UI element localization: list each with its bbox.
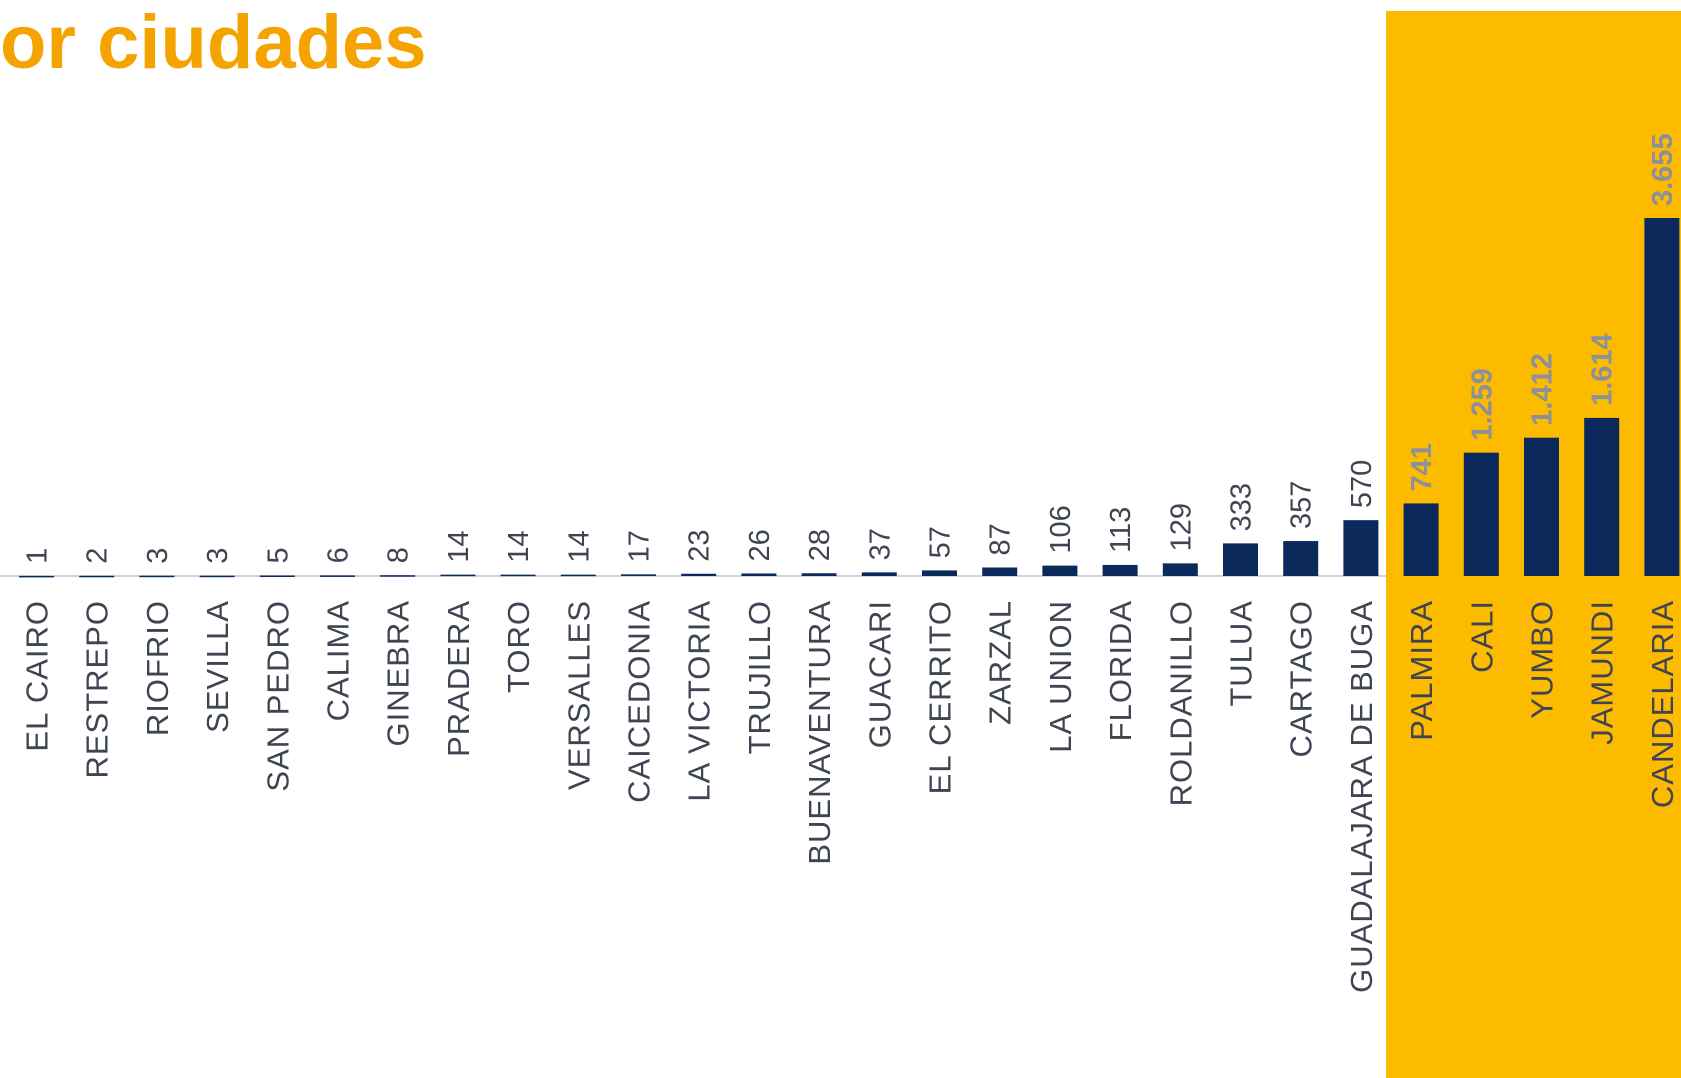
bar bbox=[621, 574, 656, 576]
bar bbox=[1162, 563, 1198, 576]
x-tick-label: SAN PEDRO bbox=[260, 600, 295, 792]
value-label: 3 bbox=[142, 548, 174, 564]
value-label: 87 bbox=[985, 523, 1017, 555]
value-label: 1.614 bbox=[1587, 333, 1619, 406]
value-label: 5 bbox=[262, 547, 294, 563]
bar bbox=[259, 575, 295, 578]
x-tick-label: CARTAGO bbox=[1284, 600, 1319, 757]
value-label: 14 bbox=[503, 530, 535, 562]
value-label: 3.655 bbox=[1647, 133, 1679, 206]
bar bbox=[560, 574, 596, 577]
x-tick-label: VERSALLES bbox=[561, 600, 596, 790]
x-tick-label: ROLDANILLO bbox=[1163, 600, 1198, 806]
x-tick-label: SEVILLA bbox=[200, 600, 235, 733]
x-tick-label: RIOFRIO bbox=[140, 600, 175, 736]
x-tick-label: TORO bbox=[501, 600, 536, 693]
value-label: 6 bbox=[323, 547, 355, 563]
value-label: 37 bbox=[864, 528, 896, 560]
bar bbox=[1283, 541, 1319, 576]
x-tick-label: YUMBO bbox=[1525, 600, 1560, 719]
value-label: 23 bbox=[684, 529, 716, 561]
value-label: 106 bbox=[1045, 505, 1077, 553]
x-tick-label: GUACARI bbox=[862, 600, 897, 748]
value-label: 28 bbox=[804, 529, 836, 561]
x-tick-label: TULUA bbox=[1224, 600, 1259, 707]
x-tick-label: PALMIRA bbox=[1404, 600, 1439, 741]
value-label: 14 bbox=[443, 530, 475, 562]
x-tick-label: LA UNION bbox=[1043, 600, 1078, 753]
x-tick-label: TRUJILLO bbox=[742, 600, 777, 754]
bar bbox=[982, 567, 1018, 576]
value-label: 1.412 bbox=[1527, 353, 1559, 426]
bar bbox=[801, 573, 837, 576]
x-tick-label: JAMUNDI bbox=[1585, 600, 1620, 745]
bar bbox=[440, 574, 476, 577]
x-tick-label: PRADERA bbox=[441, 600, 476, 757]
bar bbox=[1403, 503, 1439, 576]
bar bbox=[79, 575, 115, 578]
bar bbox=[922, 570, 957, 576]
x-tick-label: GUADALAJARA DE BUGA bbox=[1344, 600, 1379, 993]
x-tick-label: ZARZAL bbox=[983, 600, 1018, 725]
bar bbox=[681, 573, 717, 576]
bar bbox=[1524, 437, 1559, 576]
bar bbox=[1584, 417, 1620, 576]
bar bbox=[1343, 520, 1379, 576]
value-label: 17 bbox=[624, 530, 656, 562]
bar bbox=[861, 572, 897, 576]
bar bbox=[500, 574, 536, 577]
x-tick-label: RESTREPO bbox=[80, 600, 115, 779]
bar bbox=[139, 575, 175, 578]
bar bbox=[1644, 218, 1680, 576]
value-label: 26 bbox=[744, 529, 776, 561]
value-label: 333 bbox=[1226, 483, 1258, 531]
x-tick-label: BUENAVENTURA bbox=[802, 600, 837, 865]
chart-title: or ciudades bbox=[0, 0, 427, 85]
x-tick-label: LA VICTORIA bbox=[682, 600, 717, 802]
value-label: 2 bbox=[82, 548, 114, 564]
value-label: 3 bbox=[202, 548, 234, 564]
bar bbox=[19, 575, 54, 578]
bar bbox=[1102, 564, 1138, 576]
value-label: 57 bbox=[925, 526, 957, 558]
x-tick-label: CALIMA bbox=[321, 600, 356, 721]
value-label: 1.259 bbox=[1466, 368, 1498, 441]
x-tick-label: CAICEDONIA bbox=[622, 600, 657, 803]
x-tick-label: EL CAIRO bbox=[20, 600, 55, 752]
bar bbox=[199, 575, 235, 578]
x-tick-label: CALI bbox=[1464, 600, 1499, 673]
bar bbox=[741, 573, 777, 576]
x-tick-label: GINEBRA bbox=[381, 600, 416, 747]
value-label: 113 bbox=[1105, 507, 1137, 553]
value-label: 1 bbox=[22, 548, 54, 564]
x-tick-label: CANDELARIA bbox=[1645, 600, 1680, 808]
value-label: 357 bbox=[1286, 481, 1318, 529]
value-label: 570 bbox=[1346, 460, 1378, 508]
bar bbox=[380, 575, 416, 577]
value-label: 14 bbox=[563, 530, 595, 562]
bar bbox=[320, 575, 355, 577]
value-label: 129 bbox=[1165, 503, 1197, 551]
x-tick-label: EL CERRITO bbox=[923, 600, 958, 794]
value-label: 8 bbox=[383, 547, 415, 563]
bar bbox=[1042, 565, 1078, 576]
value-label: 741 bbox=[1406, 443, 1438, 491]
bar bbox=[1223, 543, 1258, 576]
bar bbox=[1463, 452, 1499, 576]
x-tick-label: FLORIDA bbox=[1103, 600, 1138, 741]
